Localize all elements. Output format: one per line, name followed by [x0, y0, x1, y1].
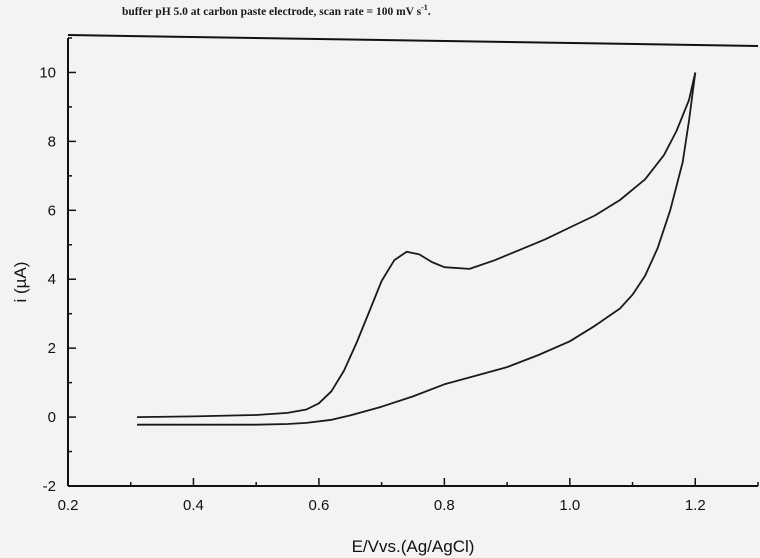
x-tick-label: 0.2 [58, 497, 79, 514]
y-tick-label: 8 [48, 133, 56, 150]
y-tick-label: 0 [48, 409, 56, 426]
y-axis-label: i (µA) [11, 262, 30, 303]
y-tick-label: 6 [48, 202, 56, 219]
x-tick-label: 0.6 [308, 497, 329, 514]
x-tick-label: 0.4 [183, 497, 204, 514]
y-tick-label: 4 [48, 271, 56, 288]
x-tick-label: 1.2 [685, 497, 706, 514]
y-tick-label: -2 [43, 478, 56, 495]
voltammogram-trace-reverse [137, 72, 697, 426]
chart-ticks: 0.2 0.4 0.6 0.8 1.0 1.2 -2 0 2 4 6 8 10 [39, 37, 759, 514]
x-tick-label: 0.8 [434, 497, 455, 514]
chart-axes [67, 34, 759, 487]
y-tick-label: 10 [39, 64, 56, 81]
figure-caption: buffer pH 5.0 at carbon paste electrode,… [122, 3, 431, 18]
y-tick-label: 2 [48, 340, 56, 357]
chart-series [136, 72, 697, 426]
caption-text: buffer pH 5.0 at carbon paste electrode,… [122, 5, 422, 18]
x-tick-label: 1.0 [559, 497, 580, 514]
x-axis-label: E/Vvs.(Ag/AgCl) [352, 537, 475, 556]
voltammogram-trace-forward [136, 72, 697, 418]
caption-end: . [427, 5, 431, 18]
top-frame-line [67, 34, 759, 47]
caption-superscript: -1 [421, 3, 428, 12]
